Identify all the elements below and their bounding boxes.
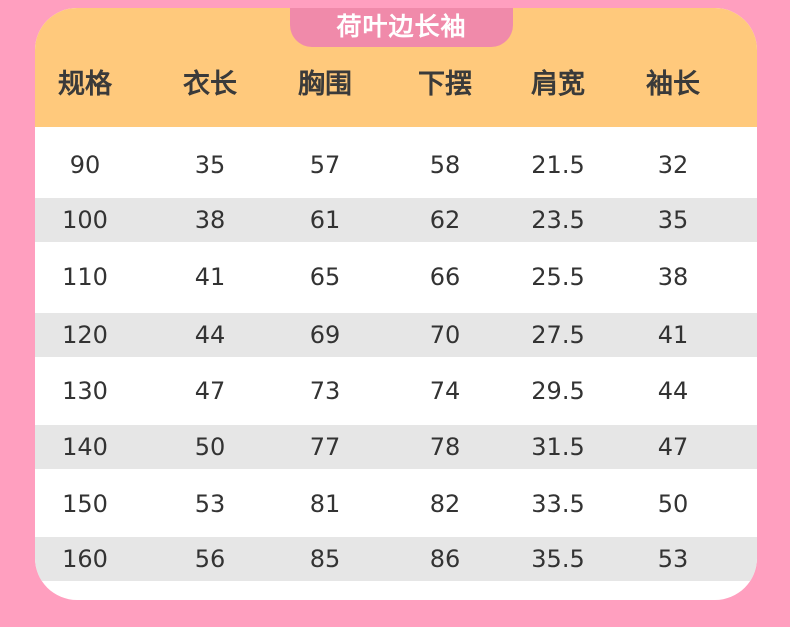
measurement-cell: 85 xyxy=(309,545,341,573)
measurement-cell: 23.5 xyxy=(531,206,585,234)
column-header: 肩宽 xyxy=(531,69,585,100)
measurement-cell: 44 xyxy=(657,377,689,405)
measurement-cell: 58 xyxy=(429,151,461,179)
measurement-cell: 21.5 xyxy=(531,151,585,179)
measurement-cell: 35.5 xyxy=(531,545,585,573)
measurement-cell: 47 xyxy=(657,433,689,461)
measurement-cell: 33.5 xyxy=(531,490,585,518)
measurement-cell: 53 xyxy=(194,490,226,518)
measurement-cell: 44 xyxy=(194,321,226,349)
size-cell: 100 xyxy=(62,206,108,234)
measurement-cell: 82 xyxy=(429,490,461,518)
measurement-cell: 35 xyxy=(657,206,689,234)
measurement-cell: 53 xyxy=(657,545,689,573)
header-row: 规格 衣长 胸围 下摆 肩宽 袖长 xyxy=(35,63,757,107)
measurement-cell: 78 xyxy=(429,433,461,461)
measurement-cell: 66 xyxy=(429,263,461,291)
measurement-cell: 65 xyxy=(309,263,341,291)
measurement-cell: 86 xyxy=(429,545,461,573)
size-cell: 150 xyxy=(62,490,108,518)
column-header: 下摆 xyxy=(418,69,472,100)
measurement-cell: 62 xyxy=(429,206,461,234)
table-row: 110 41 65 66 25.5 38 xyxy=(35,255,757,299)
table-row: 140 50 77 78 31.5 47 xyxy=(35,425,757,469)
measurement-cell: 31.5 xyxy=(531,433,585,461)
table-row: 160 56 85 86 35.5 53 xyxy=(35,537,757,581)
measurement-cell: 57 xyxy=(309,151,341,179)
measurement-cell: 29.5 xyxy=(531,377,585,405)
table-row: 90 35 57 58 21.5 32 xyxy=(35,143,757,187)
measurement-cell: 61 xyxy=(309,206,341,234)
measurement-cell: 50 xyxy=(194,433,226,461)
table-row: 120 44 69 70 27.5 41 xyxy=(35,313,757,357)
measurement-cell: 73 xyxy=(309,377,341,405)
measurement-cell: 32 xyxy=(657,151,689,179)
size-cell: 140 xyxy=(62,433,108,461)
product-title: 荷叶边长袖 xyxy=(290,8,513,47)
table-row: 100 38 61 62 23.5 35 xyxy=(35,198,757,242)
column-header: 胸围 xyxy=(298,69,352,100)
measurement-cell: 38 xyxy=(194,206,226,234)
measurement-cell: 41 xyxy=(657,321,689,349)
measurement-cell: 70 xyxy=(429,321,461,349)
measurement-cell: 35 xyxy=(194,151,226,179)
measurement-cell: 25.5 xyxy=(531,263,585,291)
size-chart-card: 荷叶边长袖 规格 衣长 胸围 下摆 肩宽 袖长 90 35 57 58 21.5 32 100 38 61… xyxy=(35,8,757,600)
table-row: 130 47 73 74 29.5 44 xyxy=(35,369,757,413)
measurement-cell: 50 xyxy=(657,490,689,518)
column-header: 规格 xyxy=(58,69,112,100)
measurement-cell: 69 xyxy=(309,321,341,349)
size-cell: 120 xyxy=(62,321,108,349)
measurement-cell: 27.5 xyxy=(531,321,585,349)
measurement-cell: 77 xyxy=(309,433,341,461)
measurement-cell: 38 xyxy=(657,263,689,291)
size-cell: 110 xyxy=(62,263,108,291)
column-header: 袖长 xyxy=(646,69,700,100)
measurement-cell: 47 xyxy=(194,377,226,405)
measurement-cell: 74 xyxy=(429,377,461,405)
size-cell: 130 xyxy=(62,377,108,405)
measurement-cell: 81 xyxy=(309,490,341,518)
table-row: 150 53 81 82 33.5 50 xyxy=(35,482,757,526)
size-cell: 160 xyxy=(62,545,108,573)
size-cell: 90 xyxy=(69,151,101,179)
measurement-cell: 56 xyxy=(194,545,226,573)
column-header: 衣长 xyxy=(183,69,237,100)
measurement-cell: 41 xyxy=(194,263,226,291)
